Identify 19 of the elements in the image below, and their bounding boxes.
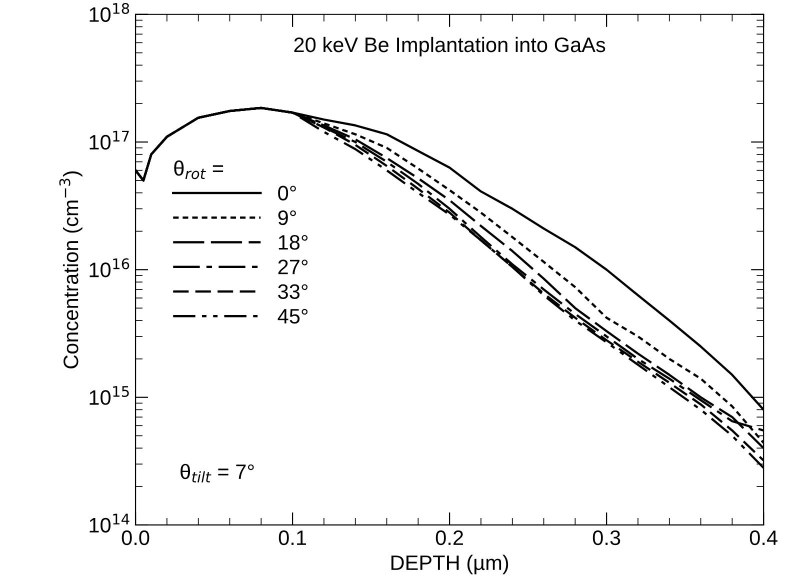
legend-label: 0° xyxy=(278,186,296,200)
annotation: θ$_{tilt}$ = 7° xyxy=(180,464,254,482)
legend-title: θ$_{rot}$ = xyxy=(174,160,224,180)
legend-label: 45° xyxy=(278,308,308,324)
y-tick-label: 10$^{17}$ xyxy=(90,130,129,150)
x-tick-label: 0.3 xyxy=(592,530,620,546)
y-axis-title: Concentration (cm$^{−3}$) xyxy=(59,171,82,368)
legend-label: 18° xyxy=(278,234,308,250)
y-tick-label: 10$^{18}$ xyxy=(90,2,130,22)
y-tick-label: 10$^{16}$ xyxy=(90,258,130,278)
x-axis-title: DEPTH (µm) xyxy=(391,554,508,574)
legend-label: 9° xyxy=(278,210,296,226)
x-tick-label: 0.2 xyxy=(436,530,463,546)
text: 20 keV Be Implantation into GaAs xyxy=(294,36,606,56)
y-tick-label: 10$^{15}$ xyxy=(90,386,129,405)
legend-label: 27° xyxy=(278,260,308,274)
legend-label: 33° xyxy=(278,284,308,299)
x-tick-label: 0.1 xyxy=(278,530,306,546)
x-tick-label: 0.4 xyxy=(750,530,778,546)
